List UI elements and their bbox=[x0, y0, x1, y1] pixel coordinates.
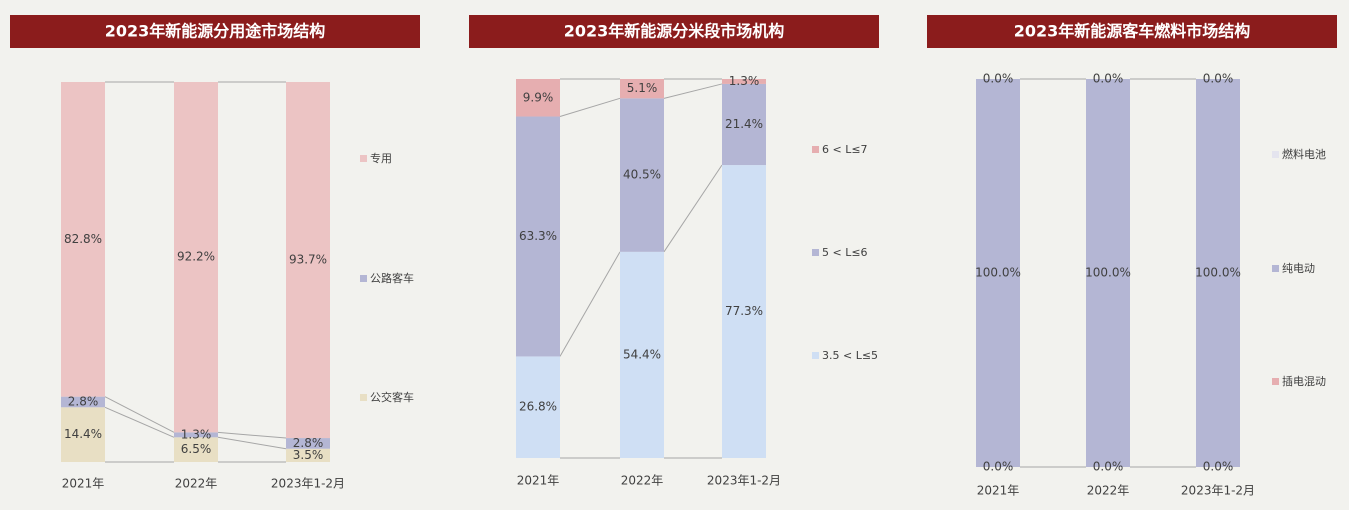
bar-segment bbox=[61, 82, 105, 397]
legend-label: 5 < L≤6 bbox=[822, 246, 868, 259]
connector bbox=[559, 251, 621, 357]
connector bbox=[663, 83, 723, 99]
bar-segment bbox=[722, 83, 766, 166]
bar-segment bbox=[286, 438, 330, 449]
data-label: 0.0% bbox=[1093, 460, 1124, 474]
bar-segment bbox=[976, 79, 1020, 467]
title-bar bbox=[10, 15, 420, 48]
data-label: 100.0% bbox=[1085, 266, 1131, 280]
data-label: 0.0% bbox=[1093, 72, 1124, 86]
chart-title: 2023年新能源客车燃料市场结构 bbox=[1014, 22, 1251, 41]
bar-segment bbox=[516, 356, 560, 458]
bar-segment bbox=[1196, 79, 1240, 467]
title-bar bbox=[927, 15, 1337, 48]
data-label: 9.9% bbox=[523, 90, 554, 104]
data-label: 14.4% bbox=[64, 427, 102, 441]
data-label: 54.4% bbox=[623, 347, 661, 361]
bar-segment bbox=[722, 79, 766, 84]
legend-label: 3.5 < L≤5 bbox=[822, 349, 878, 362]
bar-segment bbox=[286, 448, 330, 462]
x-tick-label: 2022年 bbox=[175, 477, 218, 491]
data-label: 0.0% bbox=[1203, 72, 1234, 86]
legend-label: 公交客车 bbox=[370, 390, 414, 404]
bar-segment bbox=[722, 165, 766, 458]
legend-label: 插电混动 bbox=[1282, 374, 1326, 388]
x-tick-label: 2021年 bbox=[517, 474, 560, 488]
connector bbox=[104, 406, 175, 438]
data-label: 100.0% bbox=[975, 266, 1021, 280]
data-label: 0.0% bbox=[983, 72, 1014, 86]
x-tick-label: 2021年 bbox=[62, 477, 105, 491]
legend-swatch bbox=[812, 249, 819, 256]
x-tick-label: 2022年 bbox=[1087, 484, 1130, 498]
data-label: 100.0% bbox=[1195, 266, 1241, 280]
x-tick-label: 2023年1-2月 bbox=[271, 477, 345, 491]
bar-segment bbox=[620, 98, 664, 252]
chart-title: 2023年新能源分米段市场机构 bbox=[564, 22, 785, 41]
data-label: 1.3% bbox=[181, 427, 212, 441]
data-label: 3.5% bbox=[293, 448, 324, 462]
connector bbox=[559, 97, 621, 117]
data-label: 0.0% bbox=[1203, 460, 1234, 474]
data-label: 2.8% bbox=[68, 394, 99, 408]
legend-swatch bbox=[812, 146, 819, 153]
connector bbox=[217, 431, 287, 439]
data-label: 5.1% bbox=[627, 81, 658, 95]
title-bar bbox=[469, 15, 879, 48]
connector bbox=[663, 164, 723, 253]
legend-label: 公路客车 bbox=[370, 271, 414, 285]
legend-label: 燃料电池 bbox=[1282, 147, 1326, 161]
data-label: 40.5% bbox=[623, 168, 661, 182]
bar-segment bbox=[174, 432, 218, 438]
data-label: 93.7% bbox=[289, 253, 327, 267]
chart-title: 2023年新能源分用途市场结构 bbox=[105, 22, 326, 41]
legend-label: 专用 bbox=[370, 151, 392, 165]
legend-label: 纯电动 bbox=[1282, 262, 1315, 275]
data-label: 82.8% bbox=[64, 232, 102, 246]
legend-swatch bbox=[1272, 265, 1279, 272]
bar-segment bbox=[286, 82, 330, 439]
data-label: 26.8% bbox=[519, 400, 557, 414]
bar-segment bbox=[516, 116, 560, 357]
legend-swatch bbox=[360, 155, 367, 162]
legend-swatch bbox=[360, 275, 367, 282]
legend-label: 6 < L≤7 bbox=[822, 143, 868, 156]
data-label: 2.8% bbox=[293, 436, 324, 450]
bar-segment bbox=[61, 396, 105, 408]
x-tick-label: 2022年 bbox=[621, 474, 664, 488]
bar-segment bbox=[61, 407, 105, 462]
legend-swatch bbox=[1272, 151, 1279, 158]
x-tick-label: 2023年1-2月 bbox=[707, 474, 781, 488]
data-label: 6.5% bbox=[181, 442, 212, 456]
connector bbox=[104, 396, 175, 433]
data-label: 0.0% bbox=[983, 460, 1014, 474]
bar-segment bbox=[620, 79, 664, 99]
connector bbox=[217, 436, 287, 450]
x-tick-label: 2023年1-2月 bbox=[1181, 484, 1255, 498]
data-label: 77.3% bbox=[725, 304, 763, 318]
data-label: 21.4% bbox=[725, 117, 763, 131]
bar-segment bbox=[174, 82, 218, 433]
data-label: 92.2% bbox=[177, 250, 215, 264]
bar-segment bbox=[1086, 79, 1130, 467]
bar-segment bbox=[174, 437, 218, 462]
data-label: 63.3% bbox=[519, 229, 557, 243]
legend-swatch bbox=[360, 394, 367, 401]
data-label: 1.3% bbox=[729, 74, 760, 88]
legend-swatch bbox=[812, 352, 819, 359]
legend-swatch bbox=[1272, 378, 1279, 385]
bar-segment bbox=[620, 251, 664, 458]
bar-segment bbox=[516, 79, 560, 117]
x-tick-label: 2021年 bbox=[977, 484, 1020, 498]
